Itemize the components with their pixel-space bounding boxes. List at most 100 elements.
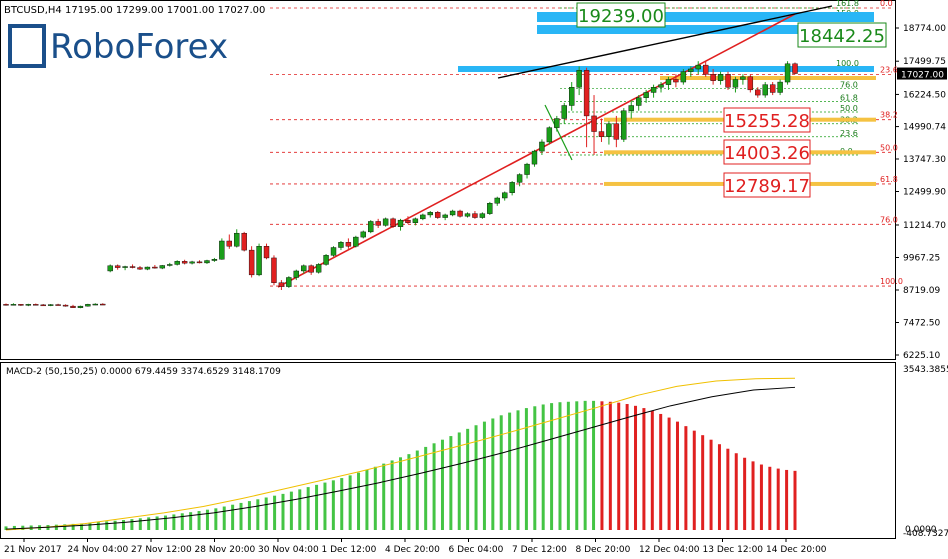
macd-histogram-bar [222, 506, 226, 530]
macd-histogram-bar [289, 491, 293, 530]
macd-line [5, 386, 796, 530]
candle-body [516, 174, 523, 183]
candle-body [769, 84, 776, 93]
macd-frame [0, 362, 896, 539]
macd-histogram-bar [163, 515, 167, 530]
candle-body [129, 266, 136, 268]
macd-histogram-bar [63, 524, 67, 530]
candle-body [315, 264, 322, 273]
target-band [537, 12, 874, 22]
fib-level-label: 38.2 [880, 111, 898, 120]
price-tick-label: 14990.74 [903, 123, 946, 133]
macd-histogram-bar [399, 457, 402, 530]
macd-histogram-bar [709, 439, 713, 530]
candle-body [137, 267, 143, 270]
candle-body [598, 131, 605, 137]
price-box-label: 12789.17 [724, 176, 810, 197]
macd-histogram-bar [608, 401, 612, 530]
macd-histogram-bar [575, 401, 579, 530]
time-tick-label: 27 Nov 12:00 [131, 545, 192, 555]
time-tick-label: 28 Nov 20:00 [195, 545, 256, 555]
macd-histogram-bar [726, 448, 730, 530]
macd-histogram-bar [474, 425, 478, 530]
candle-body [591, 115, 597, 132]
macd-histogram-bar [71, 523, 75, 530]
candle-body [740, 76, 746, 80]
fib-inner-label: 76.0 [840, 81, 858, 90]
price-tick-label: 9967.25 [903, 253, 940, 263]
candle-body [263, 246, 270, 259]
macd-histogram-bar [214, 508, 218, 530]
macd-histogram-bar [21, 525, 25, 530]
price-target-boxes: 19239.00 18442.25 15255.28 14003.26 12789.17 [576, 2, 887, 198]
macd-histogram-bar [315, 484, 319, 530]
macd-histogram-bar [189, 512, 193, 530]
current-price-label: 17027.00 [901, 71, 944, 81]
macd-axis-top: 3543.3855 [903, 365, 948, 375]
candle-body [40, 304, 46, 307]
macd-histogram-bar [281, 493, 285, 530]
candle-body [717, 74, 724, 81]
macd-histogram-bar [600, 401, 604, 530]
candle-body [442, 214, 448, 218]
candle-body [368, 221, 374, 233]
candle-body [561, 105, 567, 119]
macd-histogram-bar [776, 468, 780, 530]
macd-histogram-bar [373, 466, 377, 530]
candle-body [189, 261, 195, 264]
candle-body [680, 71, 687, 83]
macd-histogram-bar [4, 526, 8, 530]
price-box-label: 19239.00 [578, 6, 664, 27]
macd-histogram-bar [340, 478, 344, 530]
candle-body [286, 277, 292, 287]
candle-body [487, 203, 493, 214]
price-box-label: 15255.28 [724, 111, 810, 132]
time-tick-label: 8 Dec 20:00 [576, 545, 631, 555]
macd-histogram-bar [524, 408, 528, 530]
candle-body [204, 260, 210, 264]
candle-body [762, 84, 768, 96]
candle-body [695, 64, 701, 70]
candle-body [702, 64, 709, 75]
macd-histogram-bar [306, 487, 310, 530]
macd-histogram-bar [491, 418, 495, 530]
macd-histogram-bar [541, 404, 545, 530]
fib-ext-label: 161.8 [836, 0, 859, 8]
macd-histogram-bar [566, 401, 570, 530]
fib-level-label: 100.0 [880, 277, 903, 286]
candle-body [539, 141, 545, 152]
candle-body [435, 212, 441, 218]
trendlines [277, 5, 833, 288]
macd-histogram-bar [499, 415, 503, 530]
price-box-label: 18442.25 [799, 26, 885, 47]
macd-histogram-bar [357, 472, 361, 530]
time-axis: 21 Nov 2017 24 Nov 04:00 27 Nov 12:00 28 No… [4, 538, 827, 555]
candle-body [546, 127, 553, 143]
candle-body [308, 265, 314, 273]
macd-histogram-bar [239, 502, 243, 530]
macd-histogram-bar [583, 400, 587, 530]
fib-level-label: 76.0 [880, 215, 898, 224]
macd-histogram-bar [667, 417, 671, 530]
candle-body [472, 213, 478, 218]
price-box [797, 22, 887, 48]
macd-histogram-bar [734, 453, 738, 530]
candle-body [509, 182, 515, 193]
price-box [723, 172, 811, 198]
macd-histogram-bar [466, 428, 470, 530]
price-tick-label: 12499.90 [903, 187, 946, 197]
macd-histogram-bar [642, 408, 646, 530]
macd-histogram-bar [80, 523, 84, 530]
target-band [537, 25, 874, 34]
candle-body [397, 219, 404, 227]
candle-body [3, 304, 9, 306]
fib-level-label: 23.6 [880, 65, 898, 74]
candle-body [92, 303, 99, 306]
time-tick-label: 6 Dec 04:00 [449, 545, 504, 555]
candle-body [278, 282, 285, 287]
macd-histogram-bar [415, 450, 419, 530]
candle-body [152, 266, 158, 269]
candle-body [107, 265, 113, 272]
candle-body [449, 210, 456, 216]
